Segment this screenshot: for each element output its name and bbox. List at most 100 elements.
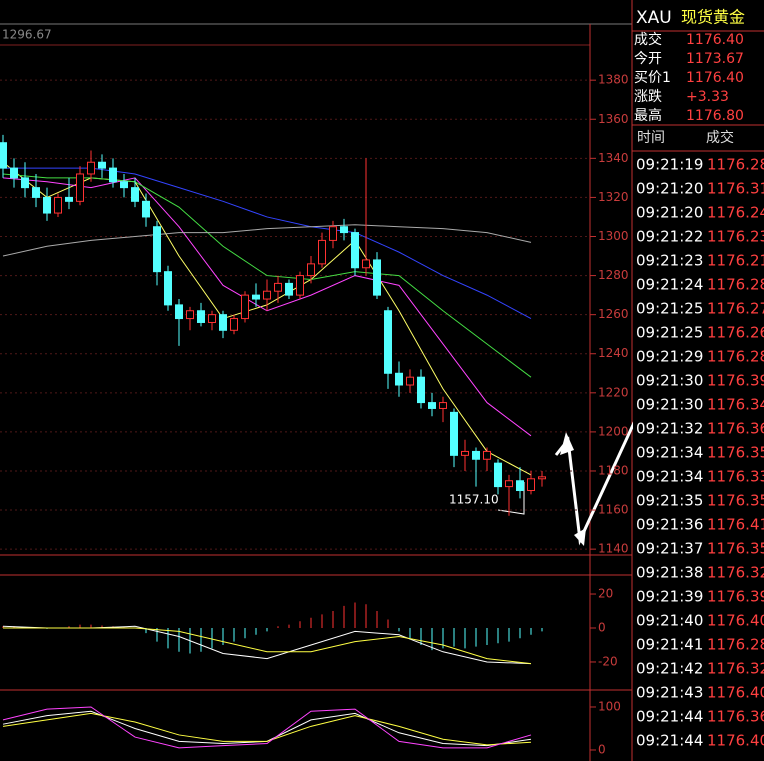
symbol: XAU (636, 8, 672, 28)
y-tick-label: 1260 (598, 307, 629, 321)
y-tick-label: 1180 (598, 463, 629, 477)
y-tick-label: 1320 (598, 190, 629, 204)
trade-price: 1176.40 (707, 732, 764, 750)
indicator-line (2, 706, 532, 749)
arrow-head (574, 528, 586, 546)
candle-body (285, 282, 293, 296)
y-tick-label: 1340 (598, 151, 629, 165)
trade-price: 1176.28 (707, 348, 764, 366)
trade-price: 1176.24 (707, 204, 764, 222)
trade-price: 1176.21 (707, 252, 764, 270)
candle-body (142, 200, 150, 218)
trade-time: 09:21:23 (636, 252, 703, 270)
candle-body (98, 161, 106, 169)
trade-price: 1176.34 (707, 396, 764, 414)
candle-body (87, 161, 95, 175)
quote-value: 1173.67 (686, 51, 744, 67)
trade-price: 1176.28 (707, 276, 764, 294)
top-label: 1296.67 (2, 28, 52, 42)
candle-body (538, 476, 546, 480)
trade-time: 09:21:43 (636, 684, 703, 702)
trade-price: 1176.28 (707, 156, 764, 174)
trade-time: 09:21:25 (636, 300, 703, 318)
candle-body (450, 411, 458, 456)
candle-body (318, 239, 326, 265)
trade-price: 1176.35 (707, 540, 764, 558)
trade-time: 09:21:32 (636, 420, 703, 438)
indicator-line (3, 627, 532, 665)
candle-body (131, 187, 139, 202)
table-header: 时间 (637, 130, 665, 146)
y-tick-label: 1280 (598, 268, 629, 282)
trade-time: 09:21:40 (636, 612, 703, 630)
candle-body (417, 376, 425, 404)
candle-body (296, 275, 304, 296)
candle-body (351, 232, 359, 269)
y-tick-label: 1140 (598, 542, 629, 556)
y-tick-label: 20 (598, 587, 613, 601)
trade-price: 1176.40 (707, 684, 764, 702)
y-tick-label: 0 (598, 620, 606, 634)
y-tick-label: 1360 (598, 112, 629, 126)
trade-price: 1176.40 (707, 612, 764, 630)
trade-price: 1176.35 (707, 444, 764, 462)
candle-body (494, 462, 502, 488)
trade-time: 09:21:35 (636, 492, 703, 510)
quote-label: 成交 (634, 31, 662, 48)
trade-time: 09:21:30 (636, 372, 703, 390)
candle-body (505, 480, 513, 488)
trade-time: 09:21:30 (636, 396, 703, 414)
trade-time: 09:21:24 (636, 276, 703, 294)
quote-label: 买价1 (634, 70, 671, 86)
arrow-head (560, 432, 574, 455)
trade-price: 1176.39 (707, 372, 764, 390)
candle-body (274, 282, 282, 292)
y-tick-label: 100 (598, 699, 621, 713)
trade-time: 09:21:41 (636, 636, 703, 654)
quote-value: +3.33 (686, 89, 729, 105)
candle-body (527, 478, 535, 492)
trade-price: 1176.26 (707, 324, 764, 342)
trade-time: 09:21:36 (636, 516, 703, 534)
candle-body (219, 314, 227, 331)
y-tick-label: 1200 (598, 424, 629, 438)
quote-label: 涨跌 (634, 89, 662, 105)
quote-value: 1176.40 (686, 32, 744, 48)
trade-time: 09:21:44 (636, 732, 703, 750)
trade-price: 1176.31 (707, 180, 764, 198)
candle-body (109, 167, 117, 183)
candle-body (307, 263, 315, 277)
candle-body (384, 310, 392, 374)
table-header: 成交 (706, 129, 734, 146)
candle-body (175, 304, 183, 320)
candle-body (164, 271, 172, 306)
candle-body (340, 226, 348, 234)
candle-body (373, 259, 381, 296)
y-tick-label: -20 (598, 654, 618, 668)
quote-panel (633, 0, 764, 761)
candle-body (43, 196, 51, 214)
candle-body (186, 310, 194, 320)
y-tick-label: 0 (598, 742, 606, 756)
trade-price: 1176.39 (707, 588, 764, 606)
candle-body (0, 142, 7, 169)
trade-time: 09:21:44 (636, 708, 703, 726)
quote-value: 1176.80 (686, 108, 744, 124)
trade-price: 1176.36 (707, 420, 764, 438)
trade-time: 09:21:42 (636, 660, 703, 678)
trade-time: 09:21:29 (636, 348, 703, 366)
candle-body (153, 226, 161, 273)
candle-body (65, 196, 73, 202)
candle-body (516, 480, 524, 492)
trade-price: 1176.35 (707, 492, 764, 510)
quote-label: 最高 (634, 107, 662, 124)
trade-time: 09:21:34 (636, 444, 703, 462)
candle-body (439, 402, 447, 409)
candle-body (428, 402, 436, 409)
quote-value: 1176.40 (686, 70, 744, 86)
trade-price: 1176.27 (707, 300, 764, 318)
quote-label: 今开 (634, 51, 662, 67)
y-tick-label: 1300 (598, 229, 629, 243)
